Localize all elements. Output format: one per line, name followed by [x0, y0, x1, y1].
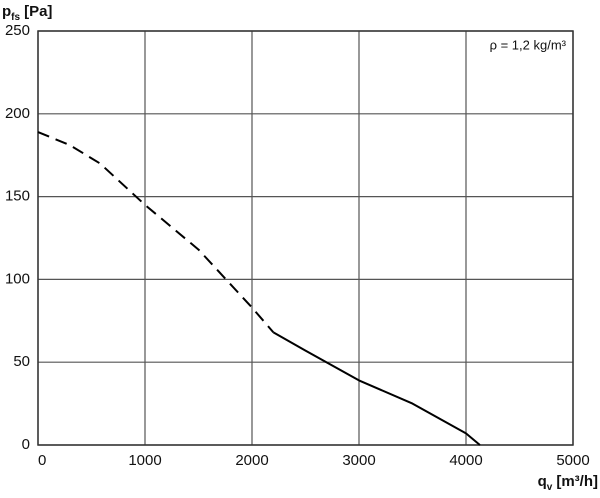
x-axis-symbol: q	[538, 473, 547, 490]
x-tick-label: 2000	[235, 452, 268, 469]
x-axis-label: qv [m³/h]	[538, 473, 598, 493]
y-axis-label: pfs [Pa]	[2, 3, 52, 23]
y-tick-label: 150	[5, 188, 30, 205]
x-tick-label: 5000	[556, 452, 589, 469]
y-tick-label: 50	[13, 353, 30, 370]
x-axis-subscript: v	[547, 482, 553, 493]
plot-frame	[37, 30, 574, 446]
annotation: ρ = 1,2 kg/m³	[490, 37, 567, 52]
x-tick-label: 1000	[128, 452, 161, 469]
y-tick-label: 200	[5, 105, 30, 122]
x-tick-label: 4000	[449, 452, 482, 469]
y-axis-unit: [Pa]	[24, 3, 52, 20]
y-axis-subscript: fs	[11, 12, 20, 23]
y-tick-label: 250	[5, 22, 30, 39]
x-axis-unit: [m³/h]	[556, 473, 598, 490]
y-axis-symbol: p	[2, 3, 11, 20]
y-tick-label: 100	[5, 270, 30, 287]
curve	[37, 131, 275, 334]
x-tick-label: 0	[38, 452, 46, 469]
x-tick-label: 3000	[342, 452, 375, 469]
curve	[272, 331, 481, 446]
y-tick-label: 0	[22, 436, 30, 453]
